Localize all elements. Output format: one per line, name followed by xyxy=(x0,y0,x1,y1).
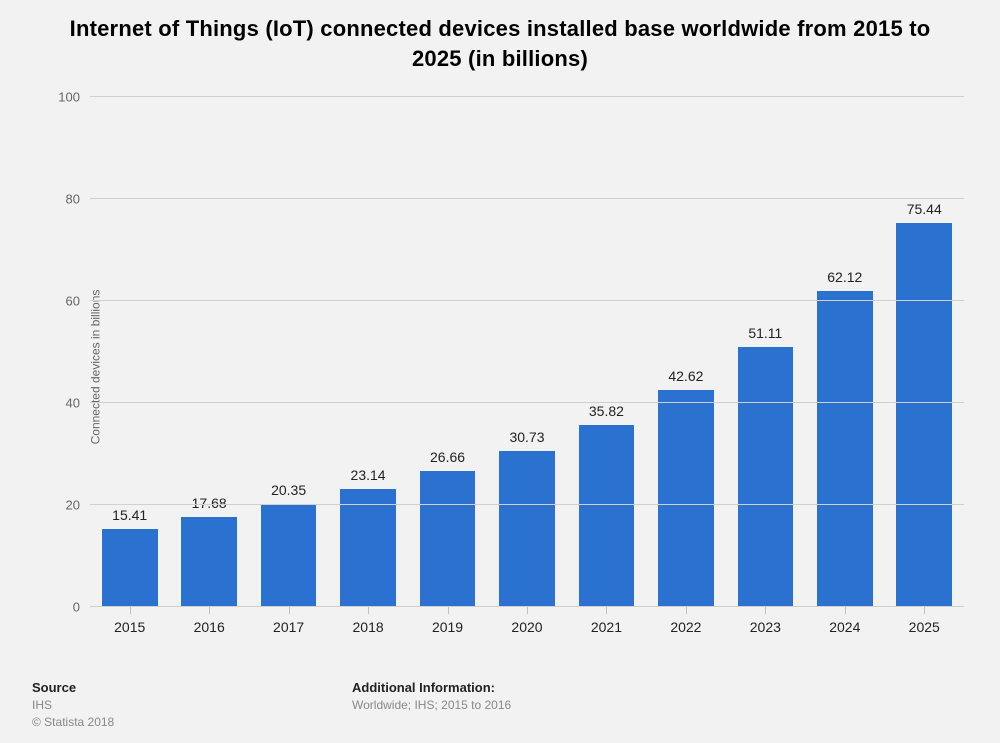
bar-value-label: 26.66 xyxy=(430,449,465,471)
bar-slot: 17.682016 xyxy=(169,97,248,607)
chart-container: Connected devices in billions 15.4120151… xyxy=(30,87,970,647)
bar-slot: 51.112023 xyxy=(726,97,805,607)
bar-value-label: 17.68 xyxy=(192,495,227,517)
x-tick-mark xyxy=(845,607,846,614)
y-tick-label: 80 xyxy=(66,192,90,207)
bar-slot: 26.662019 xyxy=(408,97,487,607)
grid-line xyxy=(90,96,964,97)
x-tick-mark xyxy=(130,607,131,614)
grid-line xyxy=(90,402,964,403)
bar: 75.44 xyxy=(896,223,952,608)
info-heading: Additional Information: xyxy=(352,680,672,695)
bar: 26.66 xyxy=(420,471,476,607)
y-tick-label: 100 xyxy=(58,90,90,105)
x-tick-mark xyxy=(448,607,449,614)
bar-value-label: 20.35 xyxy=(271,482,306,504)
x-tick-mark xyxy=(924,607,925,614)
bar-slot: 35.822021 xyxy=(567,97,646,607)
chart-footer: Source IHS © Statista 2018 Additional In… xyxy=(32,680,968,731)
chart-title: Internet of Things (IoT) connected devic… xyxy=(0,0,1000,79)
info-text: Worldwide; IHS; 2015 to 2016 xyxy=(352,697,672,714)
x-tick-mark xyxy=(527,607,528,614)
grid-line xyxy=(90,606,964,607)
bar: 23.14 xyxy=(340,489,396,607)
bar-value-label: 30.73 xyxy=(509,429,544,451)
y-tick-label: 20 xyxy=(66,498,90,513)
bar-value-label: 62.12 xyxy=(827,269,862,291)
bar: 42.62 xyxy=(658,390,714,607)
bar: 62.12 xyxy=(817,291,873,608)
bar: 20.35 xyxy=(261,504,317,608)
plot-area: 15.41201517.68201620.35201723.14201826.6… xyxy=(90,97,964,607)
bar-slot: 30.732020 xyxy=(487,97,566,607)
bars-group: 15.41201517.68201620.35201723.14201826.6… xyxy=(90,97,964,607)
y-tick-label: 40 xyxy=(66,396,90,411)
x-tick-mark xyxy=(686,607,687,614)
x-tick-mark xyxy=(606,607,607,614)
x-tick-mark xyxy=(765,607,766,614)
additional-info-block: Additional Information: Worldwide; IHS; … xyxy=(352,680,672,731)
y-tick-label: 60 xyxy=(66,294,90,309)
bar-value-label: 15.41 xyxy=(112,507,147,529)
source-block: Source IHS © Statista 2018 xyxy=(32,680,352,731)
bar-slot: 15.412015 xyxy=(90,97,169,607)
bar-slot: 20.352017 xyxy=(249,97,328,607)
grid-line xyxy=(90,300,964,301)
bar-value-label: 42.62 xyxy=(668,368,703,390)
x-tick-mark xyxy=(209,607,210,614)
bar-value-label: 23.14 xyxy=(351,467,386,489)
bar: 30.73 xyxy=(499,451,555,608)
grid-line xyxy=(90,198,964,199)
bar-value-label: 51.11 xyxy=(748,325,782,347)
bar-slot: 75.442025 xyxy=(885,97,964,607)
bar: 35.82 xyxy=(579,425,635,608)
bar-slot: 42.622022 xyxy=(646,97,725,607)
source-name: IHS xyxy=(32,697,352,714)
bar: 51.11 xyxy=(738,347,794,608)
y-tick-label: 0 xyxy=(73,600,90,615)
source-heading: Source xyxy=(32,680,352,695)
grid-line xyxy=(90,504,964,505)
copyright-text: © Statista 2018 xyxy=(32,714,352,731)
bar: 15.41 xyxy=(102,529,158,608)
bar-slot: 62.122024 xyxy=(805,97,884,607)
x-tick-mark xyxy=(289,607,290,614)
x-tick-mark xyxy=(368,607,369,614)
bar-slot: 23.142018 xyxy=(328,97,407,607)
bar-value-label: 75.44 xyxy=(907,201,942,223)
bar: 17.68 xyxy=(181,517,237,607)
bar-value-label: 35.82 xyxy=(589,403,624,425)
